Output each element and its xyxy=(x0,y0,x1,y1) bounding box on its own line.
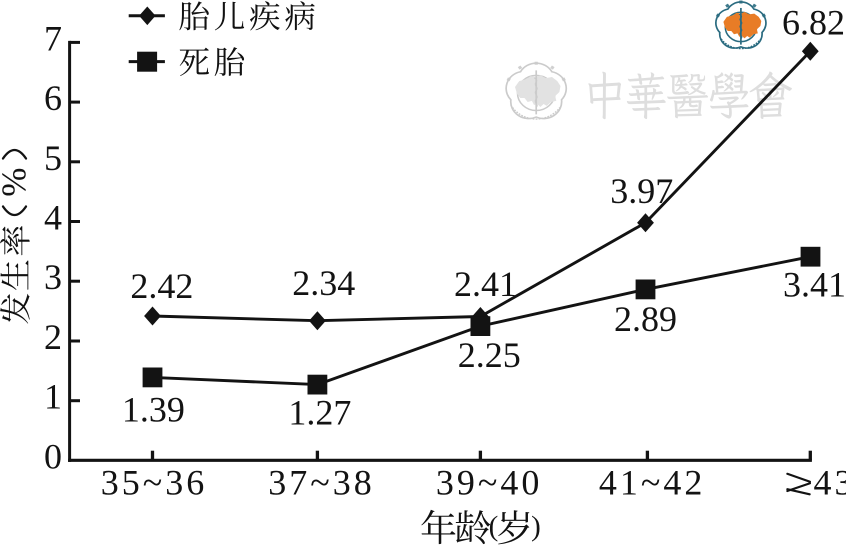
svg-text:39~40: 39~40 xyxy=(436,463,542,503)
svg-text:2.34: 2.34 xyxy=(292,263,355,303)
svg-text:37~38: 37~38 xyxy=(268,463,374,503)
svg-text:2.42: 2.42 xyxy=(130,266,193,306)
svg-text:4: 4 xyxy=(44,198,62,238)
svg-text:6: 6 xyxy=(44,78,62,118)
svg-text:(: ( xyxy=(489,511,499,543)
svg-text:43: 43 xyxy=(814,463,846,503)
svg-text:2.89: 2.89 xyxy=(614,299,677,339)
svg-text:2: 2 xyxy=(44,317,62,357)
svg-text:%: % xyxy=(0,168,34,197)
svg-text:1.27: 1.27 xyxy=(288,392,351,432)
svg-text:): ) xyxy=(531,511,541,543)
svg-text:35~36: 35~36 xyxy=(101,463,207,503)
svg-text:7: 7 xyxy=(44,18,62,58)
svg-text:6.82: 6.82 xyxy=(782,3,845,43)
svg-text:3.41: 3.41 xyxy=(783,265,846,305)
svg-text:2.25: 2.25 xyxy=(458,335,521,375)
svg-text:1.39: 1.39 xyxy=(122,389,185,429)
svg-text:5: 5 xyxy=(44,138,62,178)
svg-text:1: 1 xyxy=(44,377,62,417)
svg-text:3: 3 xyxy=(44,257,62,297)
svg-text:41~42: 41~42 xyxy=(599,463,705,503)
svg-text:0: 0 xyxy=(44,436,62,476)
svg-text:3.97: 3.97 xyxy=(610,171,673,211)
svg-text:2.41: 2.41 xyxy=(454,264,517,304)
